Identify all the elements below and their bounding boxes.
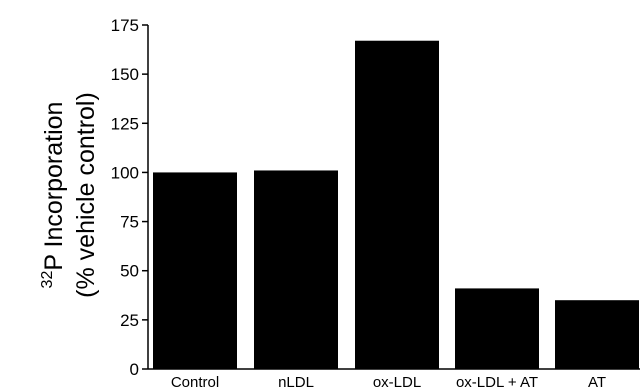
category-label: nLDL: [278, 374, 314, 391]
y-axis-title-main: P Incorporation: [40, 102, 68, 271]
y-axis-ticks: 0 25 50 75 100 125 150 175: [111, 16, 148, 379]
y-tick-label: 175: [111, 16, 139, 35]
category-label: Control: [171, 374, 219, 391]
category-label: AT: [588, 374, 606, 391]
y-axis-title-superscript: 32: [39, 271, 56, 289]
bar-control: [153, 172, 237, 369]
y-axis-title-line2: (% vehicle control): [72, 92, 100, 298]
y-tick-label: 125: [111, 114, 139, 133]
bar-nldl: [254, 170, 338, 369]
y-tick-label: 25: [120, 311, 139, 330]
y-axis-title-line1: 32P Incorporation: [39, 102, 68, 289]
category-label: ox-LDL: [373, 374, 421, 391]
y-tick-label: 50: [120, 262, 139, 281]
category-label: ox-LDL + AT: [456, 374, 538, 391]
bars: [153, 40, 639, 370]
y-tick-label: 75: [120, 213, 139, 232]
bar-ox-ldl: [355, 40, 439, 370]
y-tick-label: 100: [111, 163, 139, 182]
y-tick-label: 0: [130, 360, 139, 379]
category-labels: Control nLDL ox-LDL ox-LDL + AT AT: [171, 374, 606, 391]
bar-at: [555, 300, 639, 369]
bar-ox-ldl-at: [455, 288, 539, 369]
y-tick-label: 150: [111, 65, 139, 84]
